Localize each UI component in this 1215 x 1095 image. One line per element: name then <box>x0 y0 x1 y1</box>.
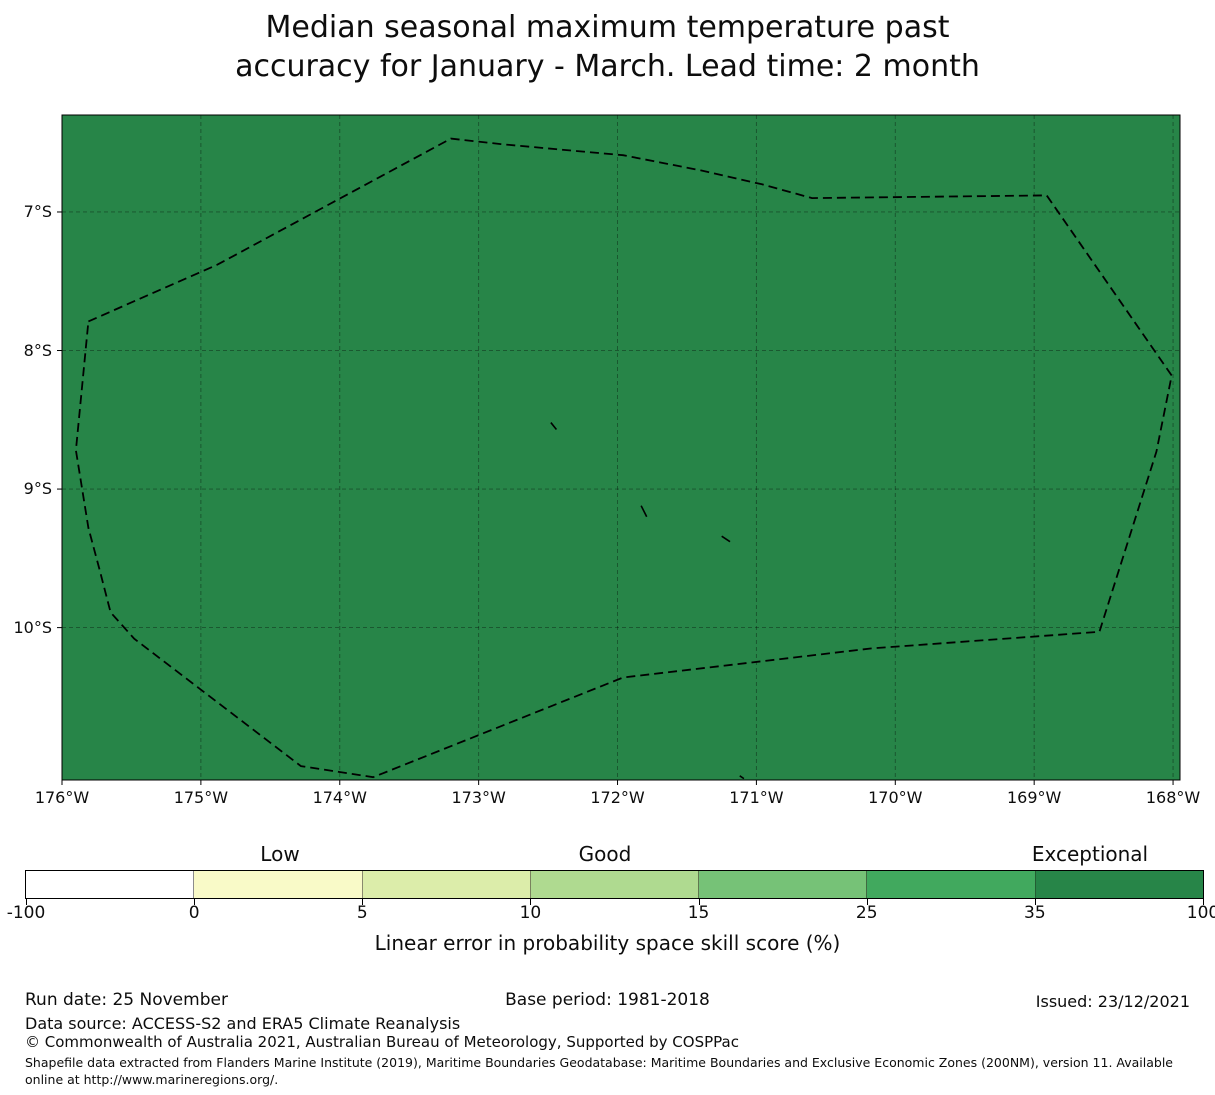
data-source-text: Data source: ACCESS-S2 and ERA5 Climate … <box>25 1014 461 1033</box>
colorbar-tick-label: 25 <box>855 903 878 923</box>
colorbar-segment <box>530 871 700 898</box>
copyright-text: © Commonwealth of Australia 2021, Austra… <box>25 1033 739 1051</box>
colorbar-category-low: Low <box>260 842 300 866</box>
chart-title: Median seasonal maximum temperature past… <box>0 8 1215 86</box>
colorbar-segment <box>699 871 868 898</box>
colorbar-tick-label: 5 <box>356 903 368 923</box>
y-tick-label: 8°S <box>23 340 52 360</box>
colorbar-segment <box>1035 871 1203 898</box>
colorbar-segment <box>194 871 363 898</box>
colorbar <box>25 870 1204 899</box>
island-mark <box>550 422 558 430</box>
colorbar-tickmark <box>362 899 364 905</box>
x-tick-label: 176°W <box>34 788 90 807</box>
chart-title-line-1: Median seasonal maximum temperature past <box>265 10 950 45</box>
colorbar-category-exceptional: Exceptional <box>1031 842 1149 866</box>
island-mark <box>739 775 745 780</box>
colorbar-caption: Linear error in probability space skill … <box>374 931 841 955</box>
colorbar-tick-label: 10 <box>519 903 542 923</box>
island-mark <box>640 505 648 518</box>
issued-date-text: Issued: 23/12/2021 <box>1035 992 1190 1011</box>
colorbar-tickmark <box>698 899 700 905</box>
x-tick-label: 175°W <box>173 788 229 807</box>
colorbar-tick-label: -100 <box>6 903 46 923</box>
colorbar-tick-label: 15 <box>687 903 710 923</box>
shapefile-note-text: Shapefile data extracted from Flanders M… <box>25 1055 1173 1087</box>
colorbar-tickmark <box>1034 899 1036 905</box>
x-tick-label: 173°W <box>451 788 506 807</box>
colorbar-segment <box>867 871 1036 898</box>
x-tick-label: 169°W <box>1006 788 1062 807</box>
colorbar-tickmark <box>194 899 196 905</box>
y-tick-label: 7°S <box>23 201 52 221</box>
run-date-text: Run date: 25 November <box>25 990 228 1010</box>
colorbar-tickmark <box>1203 899 1204 905</box>
chart-title-line-2: accuracy for January - March. Lead time:… <box>235 49 980 84</box>
map-region-fill <box>62 115 1180 780</box>
colorbar-tick-label: 0 <box>188 903 200 923</box>
x-tick-label: 174°W <box>312 788 367 807</box>
x-tick-label: 170°W <box>868 788 923 807</box>
base-period-text: Base period: 1981-2018 <box>505 990 710 1010</box>
island-mark <box>721 535 731 543</box>
eez-boundary-path <box>74 137 1173 779</box>
colorbar-segment <box>362 871 531 898</box>
map-border <box>61 114 1181 781</box>
y-tick-label: 10°S <box>13 617 52 637</box>
x-tick-label: 172°W <box>590 788 645 807</box>
y-tick-label: 9°S <box>23 479 52 499</box>
x-tick-label: 168°W <box>1145 788 1201 807</box>
colorbar-segment <box>26 871 195 898</box>
colorbar-category-good: Good <box>578 842 632 866</box>
colorbar-tickmark <box>26 899 27 905</box>
x-tick-label: 171°W <box>729 788 784 807</box>
colorbar-tick-label: 35 <box>1024 903 1046 923</box>
colorbar-tickmark <box>866 899 868 905</box>
map-plot <box>57 114 1181 785</box>
colorbar-tickmark <box>530 899 532 905</box>
colorbar-tick-label: 100 <box>1186 903 1215 923</box>
